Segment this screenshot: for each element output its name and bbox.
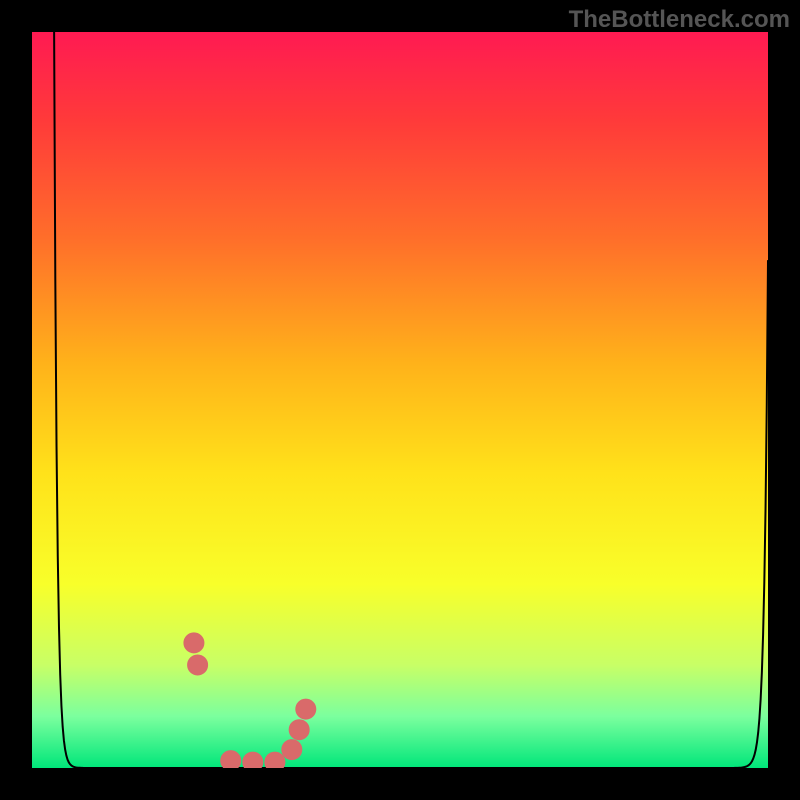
data-marker <box>221 751 241 771</box>
data-marker <box>282 740 302 760</box>
chart-stage: TheBottleneck.com <box>0 0 800 800</box>
data-marker <box>296 699 316 719</box>
data-marker <box>289 720 309 740</box>
bottleneck-curve-chart <box>0 0 800 800</box>
gradient-background <box>32 32 768 768</box>
watermark-text: TheBottleneck.com <box>569 6 790 34</box>
data-marker <box>184 633 204 653</box>
data-marker <box>188 655 208 675</box>
